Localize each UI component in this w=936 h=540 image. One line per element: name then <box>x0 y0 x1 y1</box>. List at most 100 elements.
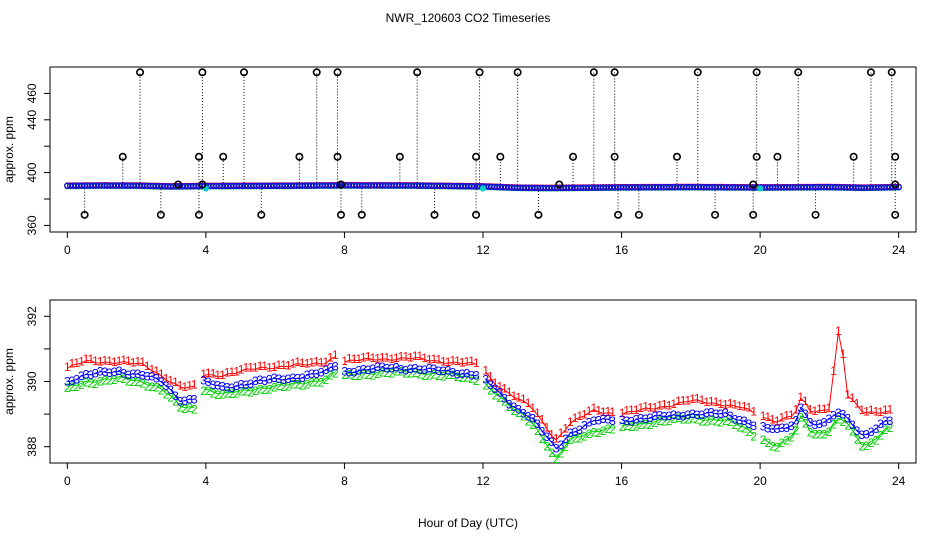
bottom-series1-marker: 1 <box>520 392 527 406</box>
top-flagged-point <box>634 210 643 219</box>
bottom-series1-marker: 1 <box>153 364 160 378</box>
bottom-series2-marker: 2 <box>69 380 76 394</box>
bottom-series1-marker: 1 <box>257 359 264 373</box>
bottom-series3-marker: 3 <box>257 373 264 387</box>
bottom-series3-marker: 3 <box>656 409 663 423</box>
top-y-tick-label: 440 <box>25 109 39 129</box>
bottom-series1-marker: 1 <box>699 393 706 407</box>
bottom-series2-marker: 2 <box>374 367 381 381</box>
bottom-series1-marker: 1 <box>158 367 165 381</box>
bottom-series1-marker: 1 <box>548 427 555 441</box>
bottom-series2-marker: 2 <box>351 369 358 383</box>
bottom-series1-marker: 1 <box>746 401 753 415</box>
bottom-series3-marker: 3 <box>652 409 659 423</box>
bottom-series2-marker: 2 <box>741 422 748 436</box>
bottom-series3-marker: 3 <box>492 382 499 396</box>
bottom-series1-marker: 1 <box>877 405 884 419</box>
bottom-series3-marker: 3 <box>811 418 818 432</box>
bottom-series1-marker: 1 <box>449 353 456 367</box>
bottom-series2-marker: 2 <box>591 426 598 440</box>
bottom-series3-marker: 3 <box>802 407 809 421</box>
bottom-series2-marker: 2 <box>276 379 283 393</box>
bottom-series2-marker: 2 <box>167 390 174 404</box>
bottom-series3-marker: 3 <box>417 363 424 377</box>
bottom-series2-marker: 2 <box>840 415 847 429</box>
bottom-series2-marker: 2 <box>78 378 85 392</box>
bottom-series1-marker: 1 <box>384 351 391 365</box>
bottom-series3-marker: 3 <box>661 410 668 424</box>
bottom-series3-marker: 3 <box>308 367 315 381</box>
bottom-series1-marker: 1 <box>830 364 837 378</box>
bottom-series1-marker: 1 <box>581 407 588 421</box>
top-flagged-point <box>472 152 481 161</box>
top-plot-frame <box>49 66 917 233</box>
bottom-series3-marker: 3 <box>760 419 767 433</box>
bottom-series1-marker: 1 <box>426 352 433 366</box>
bottom-series3-marker: 3 <box>92 367 99 381</box>
bottom-series2-marker: 2 <box>779 436 786 450</box>
bottom-series3-marker: 3 <box>177 394 184 408</box>
bottom-series2-marker: 2 <box>548 446 555 460</box>
bottom-series3-marker: 3 <box>511 400 518 414</box>
bottom-series3-marker: 3 <box>191 392 198 406</box>
bottom-series1-line <box>344 356 477 365</box>
bottom-series3-marker: 3 <box>779 421 786 435</box>
bottom-series1-marker: 1 <box>858 403 865 417</box>
bottom-series3-marker: 3 <box>647 411 654 425</box>
bottom-series2-marker: 2 <box>699 415 706 429</box>
bottom-series3-marker: 3 <box>83 367 90 381</box>
bottom-y-tick-label: 390 <box>25 371 39 391</box>
top-flagged-point <box>336 210 345 219</box>
bottom-series3-marker: 3 <box>454 367 461 381</box>
bottom-series3-marker: 3 <box>675 409 682 423</box>
bottom-series2-marker: 2 <box>703 415 710 429</box>
bottom-series3-marker: 3 <box>407 362 414 376</box>
bottom-series3-marker: 3 <box>520 407 527 421</box>
bottom-series3-marker: 3 <box>341 364 348 378</box>
bottom-series1-marker: 1 <box>887 403 894 417</box>
bottom-series1-marker: 1 <box>421 351 428 365</box>
top-flagged-point <box>357 210 366 219</box>
bottom-series3-marker: 3 <box>840 407 847 421</box>
bottom-series1-marker: 1 <box>313 354 320 368</box>
bottom-series2-marker: 2 <box>285 379 292 393</box>
top-flagged-point <box>589 68 598 77</box>
bottom-series1-marker: 1 <box>473 356 480 370</box>
bottom-series1-marker: 1 <box>238 362 245 376</box>
bottom-series1-marker: 1 <box>261 359 268 373</box>
bottom-series1-marker: 1 <box>727 397 734 411</box>
bottom-series3-marker: 3 <box>261 374 268 388</box>
bottom-series2-marker: 2 <box>868 436 875 450</box>
bottom-series3-marker: 3 <box>393 361 400 375</box>
bottom-series3-marker: 3 <box>783 421 790 435</box>
bottom-series1-marker: 1 <box>854 397 861 411</box>
top-flagged-point <box>156 210 165 219</box>
bottom-series3-marker: 3 <box>379 360 386 374</box>
top-cyan-point <box>757 185 764 192</box>
bottom-series2-marker: 2 <box>370 369 377 383</box>
bottom-series3-marker: 3 <box>788 419 795 433</box>
bottom-series3-marker: 3 <box>685 408 692 422</box>
bottom-series1-marker: 1 <box>125 354 132 368</box>
bottom-series3-marker: 3 <box>849 418 856 432</box>
bottom-series1-marker: 1 <box>243 360 250 374</box>
bottom-series2-marker: 2 <box>529 418 536 432</box>
bottom-series2-line <box>485 383 613 459</box>
bottom-series2-marker: 2 <box>774 441 781 455</box>
bottom-series1-marker: 1 <box>252 361 259 375</box>
bottom-series1-marker: 1 <box>73 356 80 370</box>
bottom-series2-marker: 2 <box>205 384 212 398</box>
bottom-series3-marker: 3 <box>323 363 330 377</box>
bottom-series3-marker: 3 <box>449 366 456 380</box>
bottom-series2-marker: 2 <box>384 366 391 380</box>
bottom-series2-marker: 2 <box>360 367 367 381</box>
top-flagged-point <box>118 152 127 161</box>
bottom-series3-marker: 3 <box>412 361 419 375</box>
bottom-series2-marker: 2 <box>492 388 499 402</box>
bottom-series2-marker: 2 <box>87 376 94 390</box>
bottom-series2-marker: 2 <box>421 369 428 383</box>
bottom-series1-marker: 1 <box>111 355 118 369</box>
bottom-series3-marker: 3 <box>826 412 833 426</box>
bottom-series2-marker: 2 <box>567 433 574 447</box>
bottom-series2-marker: 2 <box>468 372 475 386</box>
